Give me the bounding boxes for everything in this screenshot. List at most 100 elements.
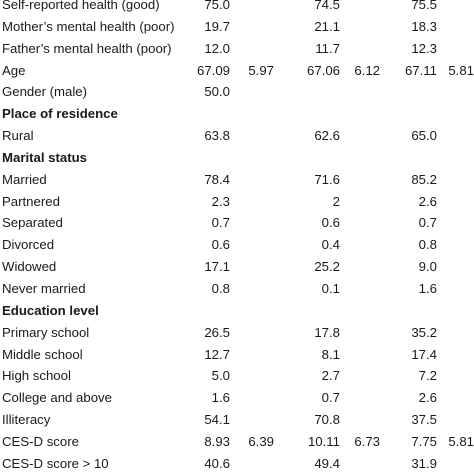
table-cell: 21.1 bbox=[314, 18, 340, 34]
table-cell: 2.7 bbox=[321, 368, 340, 384]
row-label: Gender (male) bbox=[2, 84, 88, 100]
table-row: Self-reported health (good) 75.0 74.5 75.5 bbox=[0, 0, 474, 16]
row-label: Partnered bbox=[2, 193, 60, 209]
table-row: Partnered 2.3 2 2.6 bbox=[0, 191, 474, 213]
table-row: High school 5.0 2.7 7.2 bbox=[0, 365, 474, 387]
row-label: Separated bbox=[2, 215, 63, 231]
table-cell: 17.1 bbox=[204, 259, 230, 275]
table-row: Divorced 0.6 0.4 0.8 bbox=[0, 234, 474, 256]
table-cell: 54.1 bbox=[204, 412, 230, 428]
table-row: Primary school 26.5 17.8 35.2 bbox=[0, 322, 474, 344]
row-label: Divorced bbox=[2, 237, 55, 253]
table-cell: 71.6 bbox=[314, 171, 340, 187]
table-cell: 67.11 bbox=[404, 62, 437, 78]
table-cell: 2.6 bbox=[418, 193, 437, 209]
table-cell: 78.4 bbox=[204, 171, 230, 187]
section-header-row: Education level bbox=[0, 300, 474, 322]
table-row: College and above 1.6 0.7 2.6 bbox=[0, 387, 474, 409]
table-cell: 19.7 bbox=[204, 18, 230, 34]
table-cell: 74.5 bbox=[314, 0, 340, 12]
table-row: Illiteracy 54.1 70.8 37.5 bbox=[0, 409, 474, 431]
table-cell: 12.0 bbox=[204, 40, 230, 56]
row-label: CES-D score > 10 bbox=[2, 455, 109, 471]
table-cell: 5.81 bbox=[448, 433, 474, 449]
table-cell: 67.06 bbox=[306, 62, 340, 78]
row-label: Widowed bbox=[2, 259, 57, 275]
table-row: Age 67.09 5.97 67.06 6.12 67.11 5.81 bbox=[0, 60, 474, 82]
row-label: High school bbox=[2, 368, 71, 384]
row-label: CES-D score bbox=[2, 433, 79, 449]
table-cell: 17.4 bbox=[411, 346, 437, 362]
table-cell: 62.6 bbox=[314, 128, 340, 144]
table-cell: 0.4 bbox=[321, 237, 340, 253]
table-cell: 5.97 bbox=[248, 62, 274, 78]
table-cell: 35.2 bbox=[411, 324, 437, 340]
table-row: Mother’s mental health (poor) 19.7 21.1 18.… bbox=[0, 16, 474, 38]
row-label: Married bbox=[2, 171, 47, 187]
table-row: Widowed 17.1 25.2 9.0 bbox=[0, 256, 474, 278]
section-title: Marital status bbox=[2, 149, 88, 165]
table-cell: 65.0 bbox=[411, 128, 437, 144]
table-cell: 7.2 bbox=[418, 368, 437, 384]
table-cell: 12.7 bbox=[204, 346, 230, 362]
table-cell: 0.1 bbox=[321, 280, 340, 296]
table-cell: 17.8 bbox=[314, 324, 340, 340]
table-cell: 67.09 bbox=[196, 62, 230, 78]
table-row: Gender (male) 50.0 bbox=[0, 81, 474, 103]
table-cell: 2.3 bbox=[211, 193, 230, 209]
table-cell: 0.6 bbox=[321, 215, 340, 231]
row-label: Illiteracy bbox=[2, 412, 51, 428]
table-cell: 0.8 bbox=[211, 280, 230, 296]
table-cell: 0.7 bbox=[211, 215, 230, 231]
table-cell: 5.81 bbox=[448, 62, 474, 78]
table-cell: 18.3 bbox=[411, 18, 437, 34]
section-title: Place of residence bbox=[2, 106, 118, 122]
row-label: College and above bbox=[2, 390, 112, 406]
table-cell: 25.2 bbox=[314, 259, 340, 275]
table-cell: 8.1 bbox=[321, 346, 340, 362]
table-cell: 1.6 bbox=[418, 280, 437, 296]
table-cell: 0.7 bbox=[321, 390, 340, 406]
table-row: CES-D score 8.93 6.39 10.11 6.73 7.75 5.81 bbox=[0, 431, 474, 453]
table-cell: 0.7 bbox=[418, 215, 437, 231]
row-label: Self-reported health (good) bbox=[2, 0, 160, 12]
table-row: Never married 0.8 0.1 1.6 bbox=[0, 278, 474, 300]
table-cell: 6.73 bbox=[354, 433, 380, 449]
table-row: Separated 0.7 0.6 0.7 bbox=[0, 212, 474, 234]
table-cell: 7.75 bbox=[411, 433, 437, 449]
row-label: Mother’s mental health (poor) bbox=[2, 18, 175, 34]
table-cell: 9.0 bbox=[418, 259, 437, 275]
row-label: Middle school bbox=[2, 346, 83, 362]
table-cell: 6.12 bbox=[354, 62, 380, 78]
table-cell: 50.0 bbox=[204, 84, 230, 100]
table-row: Middle school 12.7 8.1 17.4 bbox=[0, 344, 474, 366]
table-cell: 75.5 bbox=[411, 0, 437, 12]
table-cell: 0.8 bbox=[418, 237, 437, 253]
row-label: Rural bbox=[2, 128, 34, 144]
table-cell: 12.3 bbox=[411, 40, 437, 56]
table-cell: 8.93 bbox=[204, 433, 230, 449]
table-cell: 49.4 bbox=[314, 455, 340, 471]
table-row: Married 78.4 71.6 85.2 bbox=[0, 169, 474, 191]
section-title: Education level bbox=[2, 302, 99, 318]
table-cell: 26.5 bbox=[204, 324, 230, 340]
table-cell: 75.0 bbox=[204, 0, 230, 12]
table-cell: 1.6 bbox=[211, 390, 230, 406]
row-label: Primary school bbox=[2, 324, 90, 340]
table-cell: 10.11 bbox=[307, 433, 340, 449]
table-cell: 85.2 bbox=[411, 171, 437, 187]
table-cell: 63.8 bbox=[204, 128, 230, 144]
table-cell: 2 bbox=[332, 193, 340, 209]
row-label: Father’s mental health (poor) bbox=[2, 40, 172, 56]
table-cell: 6.39 bbox=[248, 433, 274, 449]
table-row: Father’s mental health (poor) 12.0 11.7 12.… bbox=[0, 38, 474, 60]
table-cell: 31.9 bbox=[411, 455, 437, 471]
row-label: Never married bbox=[2, 280, 86, 296]
table-cell: 37.5 bbox=[411, 412, 437, 428]
table-cell: 2.6 bbox=[418, 390, 437, 406]
table-cell: 5.0 bbox=[211, 368, 230, 384]
table-row: Rural 63.8 62.6 65.0 bbox=[0, 125, 474, 147]
table-row: CES-D score > 10 40.6 49.4 31.9 bbox=[0, 453, 474, 475]
table-cell: 11.7 bbox=[315, 40, 340, 56]
